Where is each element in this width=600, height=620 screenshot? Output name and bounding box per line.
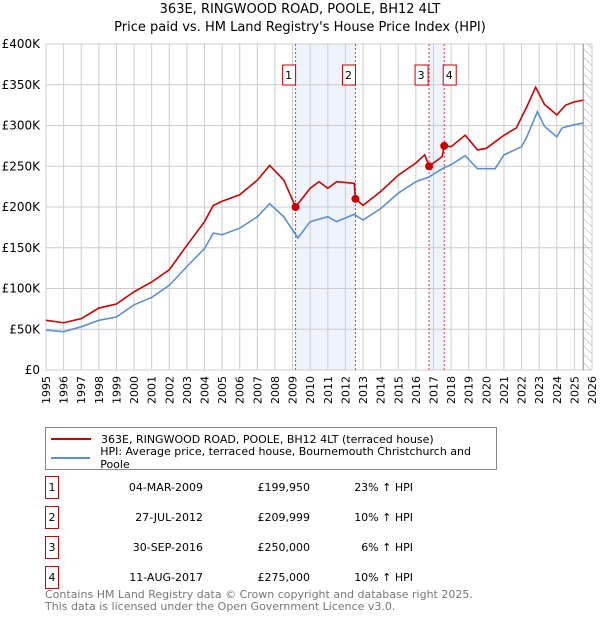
series-line: [45, 109, 584, 333]
footer-line2: This data is licensed under the Open Gov…: [45, 600, 396, 613]
x-tick-label: 2025: [568, 376, 581, 404]
sale-date: 04-MAR-2009: [128, 481, 203, 494]
chart-subtitle: Price paid vs. HM Land Registry's House …: [114, 20, 486, 35]
x-tick-label: 2009: [287, 376, 300, 404]
x-tick-label: 2015: [392, 376, 405, 404]
sale-label: 1: [285, 69, 292, 82]
x-tick-label: 2006: [234, 376, 247, 404]
sale-label-box: [341, 64, 356, 86]
y-tick-label: £150K: [2, 241, 42, 255]
x-tick-label: 1996: [58, 376, 71, 404]
sale-point: [425, 162, 434, 171]
x-tick-label: 2007: [251, 376, 264, 404]
price-chart: 1995 1996 1997 1998 1999 2000 2001 2002 2003 2004…: [2, 37, 599, 404]
sale-marker-box: 2: [45, 506, 59, 529]
sale-price: £275,000: [257, 571, 311, 584]
y-tick-label: £400K: [2, 37, 42, 51]
sale-label-box: [442, 64, 457, 86]
legend-swatch-red: [51, 438, 91, 440]
y-tick-label: £0: [25, 363, 40, 377]
x-tick-label: 2008: [269, 376, 282, 404]
x-tick-label: 1998: [93, 376, 106, 404]
y-tick-label: £350K: [2, 78, 42, 92]
sale-hpi-diff: 10% ↑ HPI: [354, 571, 413, 584]
sale-hpi-diff: 10% ↑ HPI: [354, 511, 413, 524]
sale-marker-box: 3: [45, 536, 59, 559]
sale-label: 2: [345, 69, 352, 82]
legend: 363E, RINGWOOD ROAD, POOLE, BH12 4LT (te…: [45, 427, 497, 471]
y-tick-label: £300K: [2, 119, 42, 133]
x-tick-label: 2021: [498, 376, 511, 404]
y-tick-label: £200K: [2, 200, 42, 214]
x-tick-label: 2001: [146, 376, 159, 404]
legend-item-property: 363E, RINGWOOD ROAD, POOLE, BH12 4LT (te…: [46, 430, 434, 448]
x-tick-label: 2026: [586, 376, 599, 404]
sale-point: [440, 141, 449, 150]
legend-swatch-blue: [51, 457, 91, 459]
sale-row: 3 30-SEP-2016 £250,000 6% ↑ HPI: [45, 536, 445, 559]
sale-label-box: [414, 64, 429, 86]
footer: Contains HM Land Registry data © Crown c…: [45, 589, 473, 613]
sale-hpi-diff: 23% ↑ HPI: [354, 481, 413, 494]
legend-item-hpi: HPI: Average price, terraced house, Bour…: [46, 445, 496, 471]
sale-label-box: [282, 64, 297, 86]
x-tick-label: 2013: [357, 376, 370, 404]
x-tick-label: 2023: [533, 376, 546, 404]
x-tick-label: 2014: [375, 376, 388, 404]
sale-marker-box: 4: [45, 566, 59, 589]
y-tick-label: £250K: [2, 159, 42, 173]
sale-label: 3: [418, 69, 425, 82]
x-tick-label: 2020: [480, 376, 493, 404]
x-tick-label: 2016: [410, 376, 423, 404]
x-tick-label: 2002: [163, 376, 176, 404]
x-tick-label: 2017: [427, 376, 440, 404]
x-tick-label: 2012: [339, 376, 352, 404]
sale-date: 30-SEP-2016: [132, 541, 203, 554]
x-tick-label: 2019: [463, 376, 476, 404]
x-tick-label: 1997: [75, 376, 88, 404]
legend-label: 363E, RINGWOOD ROAD, POOLE, BH12 4LT (te…: [101, 432, 434, 446]
y-tick-label: £50K: [9, 322, 41, 336]
x-tick-label: 2003: [181, 376, 194, 404]
sale-point: [291, 203, 300, 212]
sale-price: £209,999: [257, 511, 311, 524]
sale-price: £250,000: [257, 541, 311, 554]
x-tick-label: 1995: [40, 376, 53, 404]
x-tick-label: 2022: [516, 376, 529, 404]
sale-point: [351, 194, 360, 203]
y-tick-label: £100K: [2, 282, 42, 296]
chart-title: 363E, RINGWOOD ROAD, POOLE, BH12 4LT: [159, 2, 441, 17]
x-tick-label: 2011: [322, 376, 335, 404]
x-tick-label: 2018: [445, 376, 458, 404]
sale-date: 11-AUG-2017: [129, 571, 203, 584]
x-tick-label: 2024: [551, 376, 564, 404]
x-tick-label: 2004: [199, 376, 212, 404]
sale-row: 1 04-MAR-2009 £199,950 23% ↑ HPI: [45, 476, 445, 499]
sale-label: 4: [446, 69, 453, 82]
sale-hpi-diff: 6% ↑ HPI: [361, 541, 413, 554]
sale-row: 2 27-JUL-2012 £209,999 10% ↑ HPI: [45, 506, 445, 529]
sale-marker-box: 1: [45, 476, 59, 499]
sale-price: £199,950: [257, 481, 311, 494]
x-tick-label: 2010: [304, 376, 317, 404]
legend-label: HPI: Average price, terraced house, Bour…: [100, 445, 471, 471]
x-tick-label: 1999: [110, 376, 123, 404]
sale-date: 27-JUL-2012: [135, 511, 203, 524]
footer-line1: Contains HM Land Registry data © Crown c…: [45, 588, 473, 601]
x-tick-label: 2000: [128, 376, 141, 404]
sale-row: 4 11-AUG-2017 £275,000 10% ↑ HPI: [45, 566, 445, 589]
x-tick-label: 2005: [216, 376, 229, 404]
series-line: [45, 85, 584, 324]
